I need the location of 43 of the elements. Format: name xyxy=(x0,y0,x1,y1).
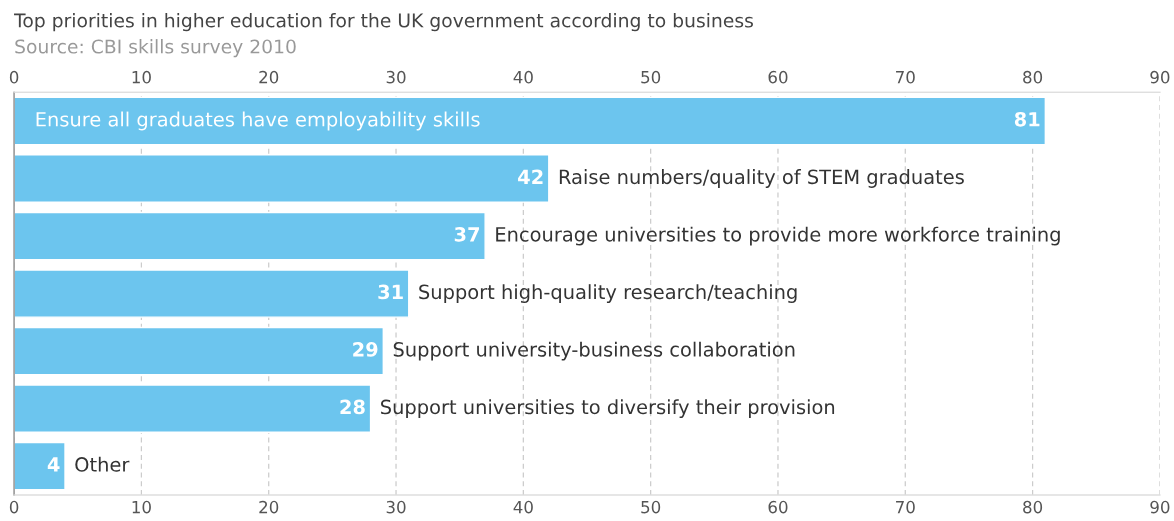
y-tick-label: Encourage universities to provide more workforce training xyxy=(496,226,1060,246)
x-tick-label: 60 xyxy=(768,500,788,514)
x2-tick-label: 60 xyxy=(768,70,788,84)
data-label: 42 xyxy=(518,169,543,184)
x2-tick-label: 0 xyxy=(9,70,19,84)
x2-tick-label: 30 xyxy=(386,70,406,84)
bar xyxy=(14,269,410,318)
y-tick-label: Support university-business collaboration xyxy=(393,341,795,361)
x2-tick-label: 80 xyxy=(1023,70,1043,84)
y-tick-label: Ensure all graduates have employability skills xyxy=(36,111,480,131)
data-label: 81 xyxy=(1014,111,1040,127)
y-tick-label: Other xyxy=(75,456,130,472)
bar xyxy=(14,326,384,376)
bar xyxy=(14,211,486,261)
x-tick-label: 0 xyxy=(9,500,19,514)
x2-tick-label: 40 xyxy=(513,70,533,84)
x-tick-label: 70 xyxy=(896,500,915,514)
bar xyxy=(14,441,66,491)
data-label: 37 xyxy=(454,226,480,242)
y-tick-label: Support universities to diversify their provision xyxy=(381,399,835,419)
x-tick-label: 50 xyxy=(641,500,661,514)
x-tick-label: 20 xyxy=(259,500,279,514)
chart-subtitle: Source: CBI skills survey 2010 xyxy=(15,39,296,58)
x2-tick-label: 10 xyxy=(132,70,151,84)
x-tick-label: 30 xyxy=(386,500,406,514)
chart-title: Top priorities in higher education for the UK government according to business xyxy=(14,13,753,32)
x-tick-label: 40 xyxy=(513,500,533,514)
x-tick-label: 90 xyxy=(1150,500,1170,514)
bar xyxy=(14,384,372,433)
x-tick-label: 10 xyxy=(132,500,151,514)
bar xyxy=(14,96,1047,146)
x2-tick-label: 70 xyxy=(896,70,915,84)
x2-tick-label: 90 xyxy=(1150,70,1170,84)
y-tick-label: Raise numbers/quality of STEM graduates xyxy=(559,169,964,188)
bar xyxy=(14,154,550,203)
x2-tick-label: 20 xyxy=(259,70,279,84)
y-tick-label: Support high-quality research/teaching xyxy=(419,284,797,303)
x2-tick-label: 50 xyxy=(641,70,661,84)
x-tick-label: 80 xyxy=(1023,500,1043,514)
data-label: 29 xyxy=(353,342,378,357)
data-label: 28 xyxy=(340,399,365,415)
data-label: 4 xyxy=(47,457,60,472)
data-label: 31 xyxy=(378,284,403,300)
